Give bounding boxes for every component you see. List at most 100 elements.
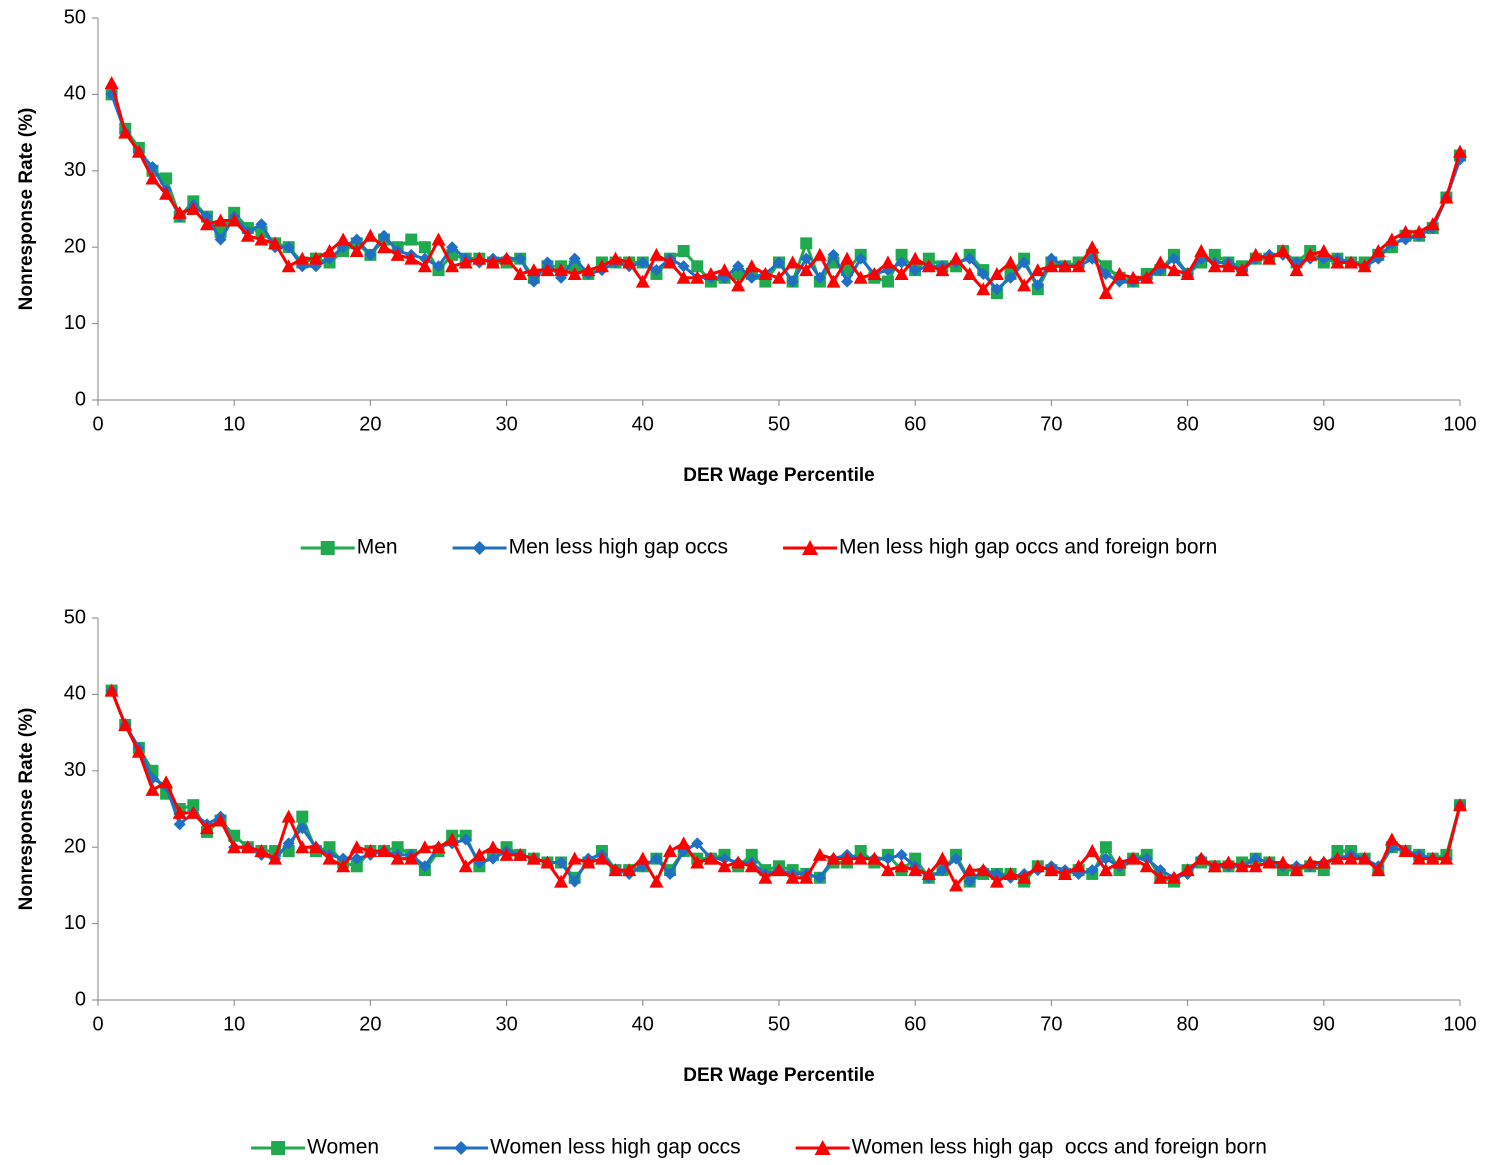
marker	[1425, 217, 1440, 231]
marker	[1384, 832, 1399, 846]
marker	[1316, 244, 1331, 258]
marker	[254, 232, 269, 246]
marker	[989, 266, 1004, 280]
marker	[199, 217, 214, 231]
marker	[336, 232, 351, 246]
marker	[1180, 863, 1195, 877]
x-axis-title: DER Wage Percentile	[683, 1065, 874, 1086]
marker	[568, 252, 581, 265]
marker	[199, 821, 214, 835]
marker	[1208, 248, 1221, 261]
marker	[254, 844, 269, 858]
marker	[799, 870, 814, 884]
marker	[268, 851, 283, 865]
marker	[485, 255, 500, 269]
marker	[554, 263, 569, 277]
marker	[949, 251, 964, 265]
marker	[1085, 844, 1100, 858]
marker	[949, 878, 964, 892]
marker	[785, 255, 800, 269]
marker	[594, 851, 609, 865]
marker	[976, 863, 991, 877]
marker	[908, 863, 923, 877]
marker	[1045, 252, 1058, 265]
marker	[1086, 864, 1099, 877]
x-tick-label: 70	[1040, 1013, 1062, 1035]
marker	[1194, 244, 1209, 258]
marker	[827, 248, 840, 261]
marker	[1018, 256, 1031, 269]
legend-label: Men less high gap occs and foreign born	[839, 536, 1217, 559]
marker	[1344, 851, 1359, 865]
legend-label: Men	[357, 536, 398, 559]
marker	[350, 860, 363, 873]
marker	[1112, 266, 1127, 280]
marker	[1153, 870, 1168, 884]
marker	[526, 851, 541, 865]
marker	[1126, 270, 1141, 284]
y-tick-label: 0	[75, 988, 86, 1010]
marker	[271, 1141, 286, 1155]
legend: Men Men less high gap occs Men less high g…	[300, 536, 1217, 559]
marker	[349, 244, 364, 258]
marker	[104, 683, 119, 697]
marker	[909, 852, 922, 865]
marker	[1398, 224, 1413, 238]
x-tick-label: 50	[768, 413, 790, 435]
legend-label: Women	[307, 1136, 379, 1159]
marker	[1003, 866, 1018, 880]
marker	[513, 847, 528, 861]
marker	[454, 1141, 469, 1155]
marker	[1330, 255, 1345, 269]
marker	[431, 840, 446, 854]
marker	[772, 270, 786, 284]
marker	[1071, 859, 1086, 873]
marker	[1099, 841, 1112, 854]
marker	[1085, 240, 1100, 254]
marker	[1139, 859, 1154, 873]
marker	[663, 255, 678, 269]
marker	[514, 252, 527, 265]
marker	[962, 266, 977, 280]
marker	[145, 171, 160, 185]
marker	[581, 855, 596, 869]
marker	[145, 782, 160, 796]
marker	[690, 270, 705, 284]
y-tick-label: 30	[64, 759, 86, 781]
marker	[418, 241, 431, 254]
marker	[867, 266, 882, 280]
marker	[895, 256, 908, 269]
marker	[499, 847, 514, 861]
marker	[568, 875, 581, 888]
marker	[1004, 271, 1017, 284]
marker	[813, 271, 826, 284]
marker	[1099, 852, 1112, 865]
marker	[922, 252, 935, 265]
marker	[213, 213, 228, 227]
y-axis-title: Nonresponse Rate (%)	[16, 108, 37, 311]
marker	[118, 125, 133, 139]
marker	[909, 264, 922, 277]
marker	[717, 263, 732, 277]
marker	[935, 851, 950, 865]
x-tick-label: 30	[495, 413, 517, 435]
marker	[296, 822, 309, 835]
marker	[240, 840, 255, 854]
marker	[1412, 224, 1427, 238]
marker	[255, 218, 268, 231]
marker	[691, 260, 704, 273]
marker	[159, 775, 174, 789]
marker	[1126, 851, 1141, 865]
marker	[104, 75, 119, 89]
y-tick-label: 50	[64, 606, 86, 628]
marker	[976, 282, 991, 296]
marker	[1289, 863, 1304, 877]
marker	[1303, 247, 1318, 261]
marker	[1248, 859, 1263, 873]
marker	[417, 259, 432, 273]
marker	[555, 856, 568, 869]
marker	[935, 263, 950, 277]
marker	[350, 852, 363, 865]
series-line	[110, 690, 1462, 884]
marker	[676, 836, 691, 850]
